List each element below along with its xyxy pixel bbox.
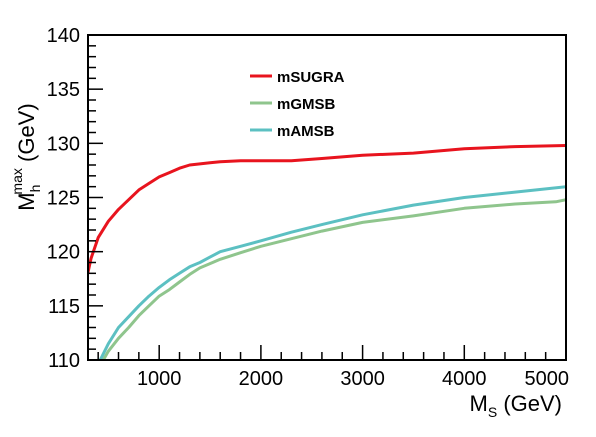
x-axis: 1000 2000 3000 4000 5000	[97, 345, 570, 390]
x-tick-label: 2000	[239, 368, 284, 390]
y-axis-title-unit: (GeV)	[14, 103, 39, 168]
y-tick-label: 110	[48, 350, 80, 372]
y-tick-label: 115	[48, 296, 80, 318]
legend-label-msugra: mSUGRA	[277, 69, 345, 86]
legend-label-mamsb: mAMSB	[277, 123, 335, 140]
y-tick-label: 130	[47, 133, 80, 155]
x-tick-label: 1000	[137, 368, 182, 390]
series-line-mgmsb	[101, 198, 566, 360]
x-tick-label: 3000	[340, 368, 385, 390]
y-axis-title: Mhmax (GeV)	[9, 103, 43, 210]
x-axis-title-subscript: S	[488, 404, 497, 420]
y-tick-label: 120	[47, 242, 80, 264]
series-line-mamsb	[98, 185, 566, 360]
y-tick-label: 140	[47, 25, 80, 47]
x-axis-title-main: M	[470, 391, 488, 416]
y-tick-label: 135	[47, 79, 80, 101]
y-axis-title-superscript: max	[9, 168, 25, 194]
x-tick-label: 4000	[442, 368, 487, 390]
y-tick-label: 125	[47, 188, 80, 210]
x-tick-label: 5000	[525, 368, 570, 390]
legend-label-mgmsb: mGMSB	[277, 96, 336, 113]
y-axis-title-subscript: h	[27, 185, 43, 193]
y-axis-title-main: M	[14, 192, 39, 210]
x-axis-title-unit: (GeV)	[497, 391, 562, 416]
series-lines	[88, 144, 566, 360]
y-axis: 110 115 120 125 130 135 140	[47, 25, 103, 372]
series-line-msugra	[88, 144, 566, 274]
legend: mSUGRA mGMSB mAMSB	[250, 69, 345, 140]
x-axis-title: MS (GeV)	[470, 391, 562, 420]
